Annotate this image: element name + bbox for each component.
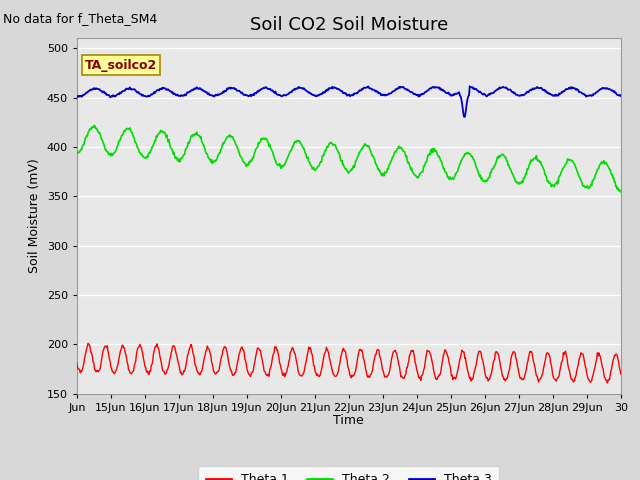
X-axis label: Time: Time: [333, 414, 364, 427]
Text: TA_soilco2: TA_soilco2: [85, 59, 157, 72]
Text: No data for f_Theta_SM4: No data for f_Theta_SM4: [3, 12, 157, 25]
Y-axis label: Soil Moisture (mV): Soil Moisture (mV): [28, 158, 41, 274]
Legend: Theta 1, Theta 2, Theta 3: Theta 1, Theta 2, Theta 3: [198, 466, 499, 480]
Title: Soil CO2 Soil Moisture: Soil CO2 Soil Moisture: [250, 16, 448, 34]
